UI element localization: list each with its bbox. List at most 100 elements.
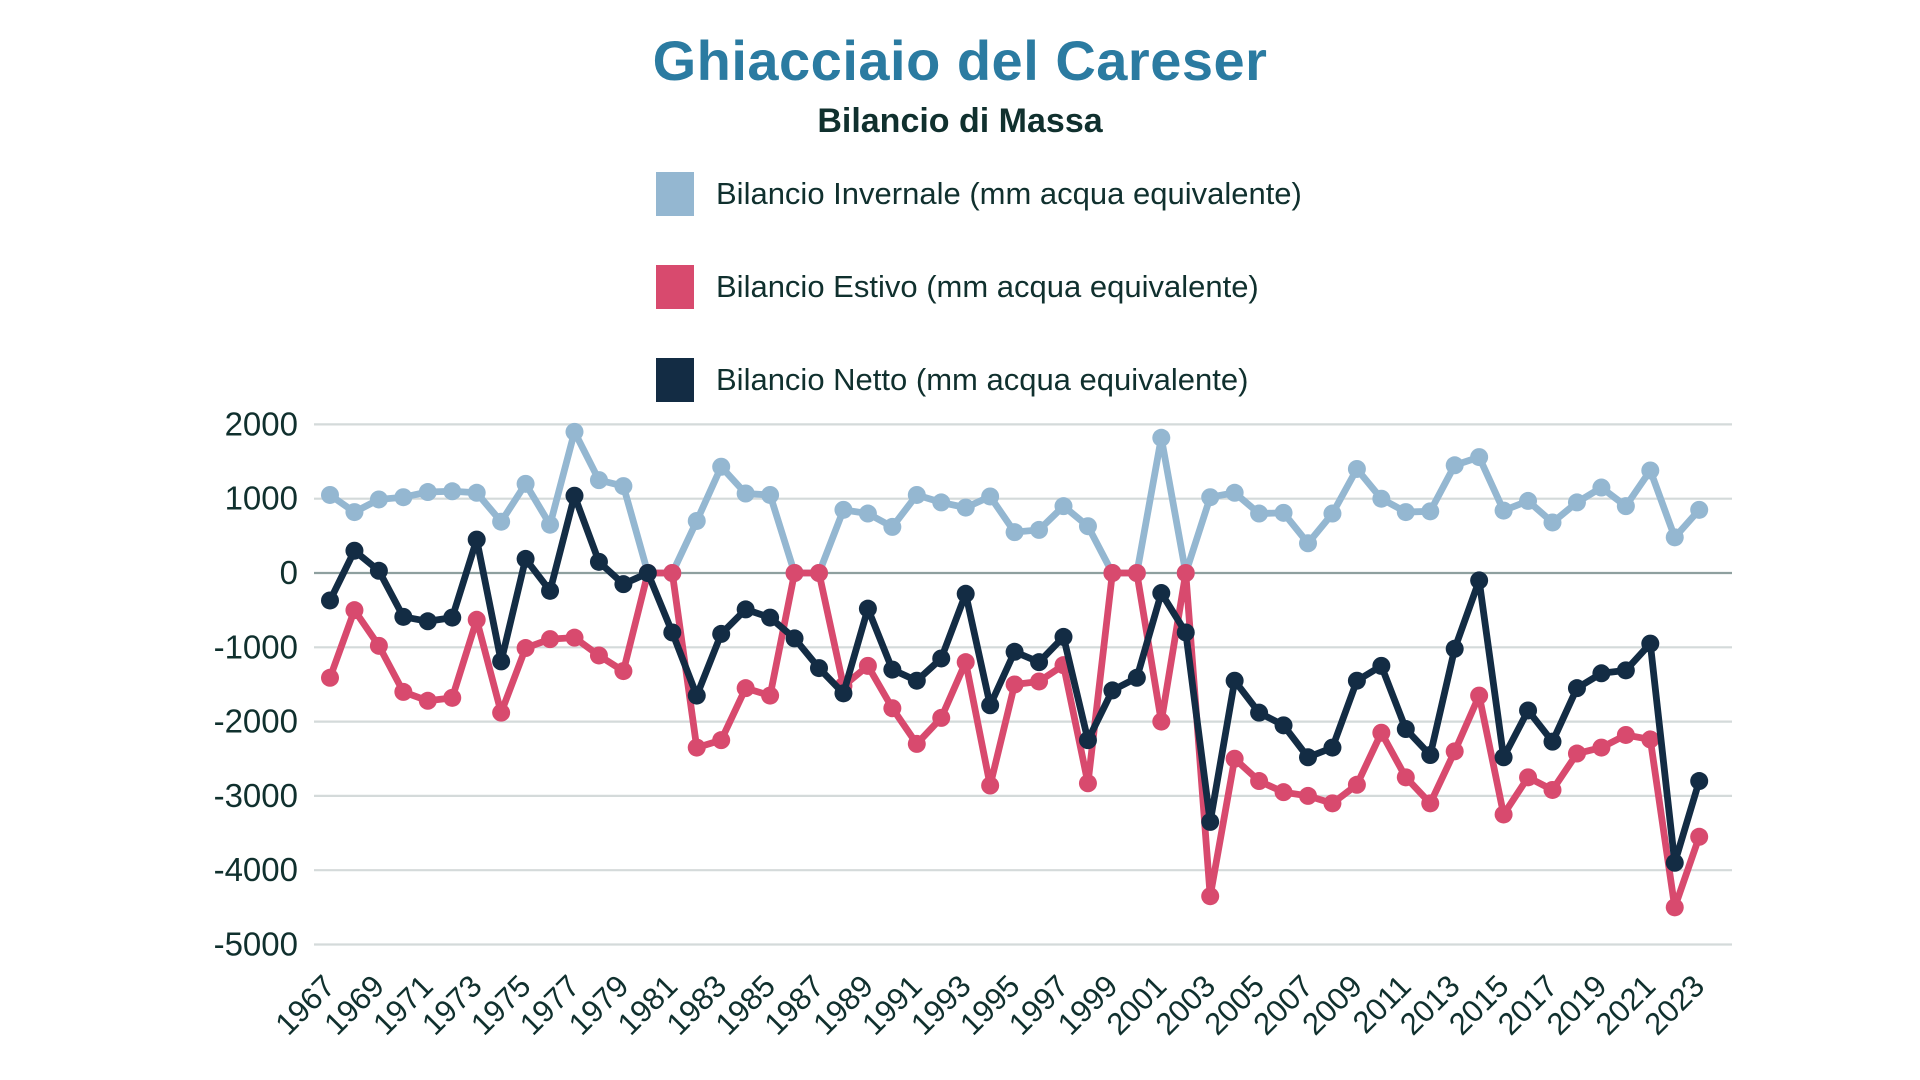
data-point-invernale — [1152, 428, 1171, 447]
series-line-estivo — [326, 569, 1703, 911]
data-point-invernale — [1005, 523, 1024, 542]
data-point-invernale — [1372, 489, 1391, 508]
data-point-netto — [1201, 812, 1220, 831]
data-point-estivo — [1470, 686, 1489, 705]
data-point-netto — [810, 659, 828, 678]
data-point-netto — [1372, 656, 1391, 675]
data-point-invernale — [492, 512, 511, 531]
y-tick-label: -1000 — [214, 628, 298, 665]
data-point-estivo — [1421, 794, 1440, 813]
data-point-netto — [467, 530, 486, 549]
data-point-estivo — [1641, 730, 1660, 749]
data-point-estivo — [394, 682, 413, 701]
chart-legend: Bilancio Invernale (mm acqua equivalente… — [656, 172, 1302, 451]
data-point-estivo — [369, 636, 388, 655]
data-point-netto — [1445, 639, 1464, 658]
data-point-estivo — [1250, 772, 1269, 791]
data-point-netto — [1665, 853, 1684, 872]
data-point-netto — [858, 599, 877, 618]
data-point-invernale — [1592, 478, 1611, 497]
data-point-estivo — [956, 653, 975, 672]
data-point-invernale — [1078, 517, 1097, 536]
data-point-estivo — [345, 601, 364, 620]
data-point-netto — [394, 607, 413, 626]
data-point-netto — [1519, 701, 1538, 720]
data-point-netto — [687, 686, 706, 705]
data-point-estivo — [1592, 738, 1611, 757]
data-point-estivo — [565, 628, 584, 647]
data-point-invernale — [1299, 534, 1317, 553]
data-point-estivo — [712, 731, 731, 750]
data-point-invernale — [1396, 503, 1415, 522]
data-point-invernale — [321, 485, 339, 504]
data-point-netto — [1078, 731, 1097, 750]
data-point-netto — [834, 684, 853, 703]
y-tick-label: -3000 — [214, 777, 298, 814]
data-point-invernale — [1543, 513, 1562, 532]
data-point-netto — [1616, 661, 1635, 680]
data-point-estivo — [321, 668, 339, 687]
chart-subtitle: Bilancio di Massa — [817, 102, 1103, 140]
chart-title: Ghiacciaio del Careser — [652, 29, 1268, 92]
data-point-invernale — [1445, 456, 1464, 475]
data-point-netto — [956, 584, 975, 603]
data-point-estivo — [1519, 768, 1538, 787]
data-point-invernale — [1690, 500, 1709, 519]
data-point-estivo — [443, 688, 462, 707]
data-point-estivo — [1543, 780, 1562, 799]
data-point-netto — [1494, 748, 1513, 767]
data-point-estivo — [1323, 794, 1342, 813]
data-point-estivo — [907, 734, 926, 753]
data-point-invernale — [1567, 493, 1586, 512]
data-point-estivo — [1176, 564, 1195, 582]
data-point-netto — [369, 561, 388, 580]
data-point-estivo — [1396, 768, 1415, 787]
y-tick-label: 0 — [280, 554, 298, 591]
data-point-netto — [516, 549, 535, 568]
data-point-invernale — [345, 503, 364, 522]
data-point-estivo — [687, 738, 706, 757]
data-point-netto — [712, 624, 731, 643]
data-point-invernale — [883, 517, 902, 536]
data-point-invernale — [1616, 497, 1635, 516]
data-point-estivo — [785, 564, 804, 582]
data-point-invernale — [1470, 448, 1489, 467]
data-point-estivo — [1103, 564, 1122, 582]
data-point-netto — [589, 552, 608, 571]
data-point-netto — [1225, 671, 1244, 690]
data-point-invernale — [418, 483, 437, 502]
data-point-estivo — [858, 656, 877, 675]
data-point-estivo — [1005, 675, 1024, 694]
data-point-netto — [492, 652, 511, 671]
data-point-netto — [1690, 772, 1709, 791]
data-point-estivo — [1494, 805, 1513, 824]
data-point-invernale — [394, 488, 413, 507]
data-point-estivo — [883, 699, 902, 718]
data-point-invernale — [369, 490, 388, 509]
data-point-estivo — [467, 610, 486, 629]
y-tick-label: -5000 — [214, 926, 298, 963]
data-point-netto — [1299, 748, 1317, 767]
y-tick-label: -4000 — [214, 851, 298, 888]
data-point-netto — [1176, 623, 1195, 642]
data-point-invernale — [956, 498, 975, 517]
data-point-invernale — [516, 474, 535, 493]
data-point-invernale — [834, 500, 853, 519]
data-point-netto — [1030, 653, 1049, 672]
series-line-invernale — [326, 428, 1703, 577]
data-point-invernale — [932, 493, 951, 512]
data-point-netto — [981, 696, 1000, 715]
data-point-netto — [932, 649, 951, 668]
data-point-netto — [785, 629, 804, 648]
data-point-netto — [736, 600, 755, 619]
invernale-swatch-icon — [656, 172, 694, 216]
data-point-netto — [1470, 571, 1489, 590]
data-point-netto — [1323, 738, 1342, 757]
data-point-netto — [638, 564, 657, 582]
legend-label-estivo: Bilancio Estivo (mm acqua equivalente) — [716, 269, 1259, 304]
data-point-invernale — [858, 504, 877, 523]
data-point-netto — [321, 591, 339, 610]
data-point-estivo — [1152, 712, 1171, 731]
